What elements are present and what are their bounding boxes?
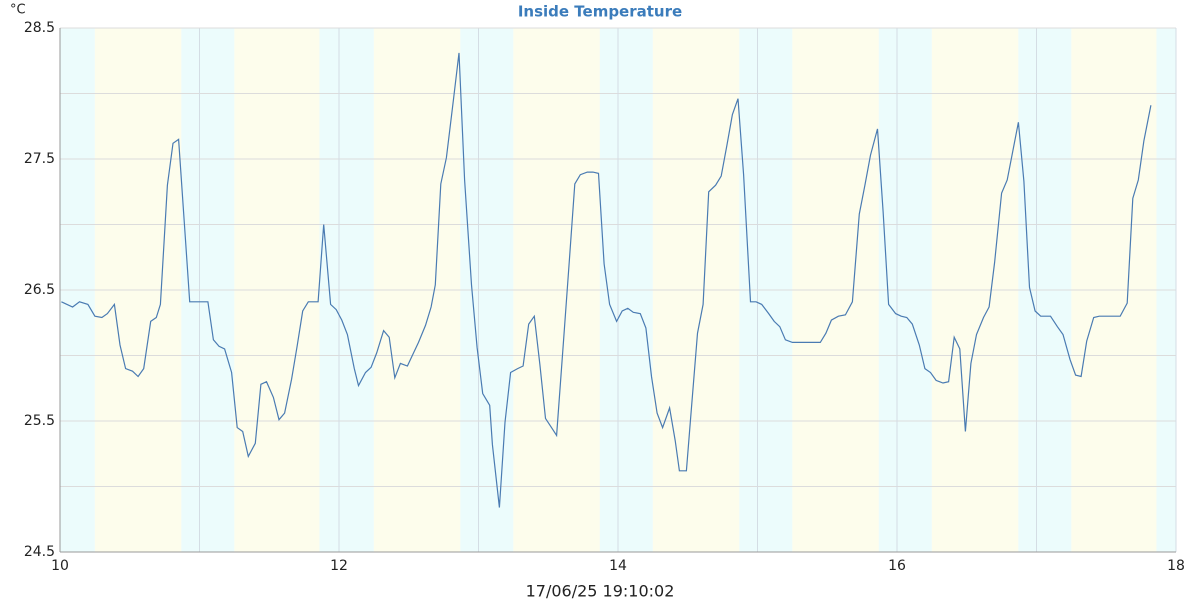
x-tick-label: 10 <box>51 558 69 574</box>
x-tick-label: 16 <box>888 558 906 574</box>
temperature-line <box>61 52 1152 508</box>
x-tick-label: 14 <box>609 558 627 574</box>
y-unit: °C <box>10 3 26 18</box>
y-tick-label: 25.5 <box>24 413 55 429</box>
y-tick-label: 24.5 <box>24 544 55 560</box>
x-tick-label: 12 <box>330 558 348 574</box>
y-tick-label: 27.5 <box>24 151 55 167</box>
chart-title: Inside Temperature <box>518 3 682 21</box>
y-tick-label: 26.5 <box>24 282 55 298</box>
x-tick-label: 18 <box>1167 558 1185 574</box>
y-tick-label: 28.5 <box>24 20 55 36</box>
timestamp: 17/06/25 19:10:02 <box>526 582 675 600</box>
